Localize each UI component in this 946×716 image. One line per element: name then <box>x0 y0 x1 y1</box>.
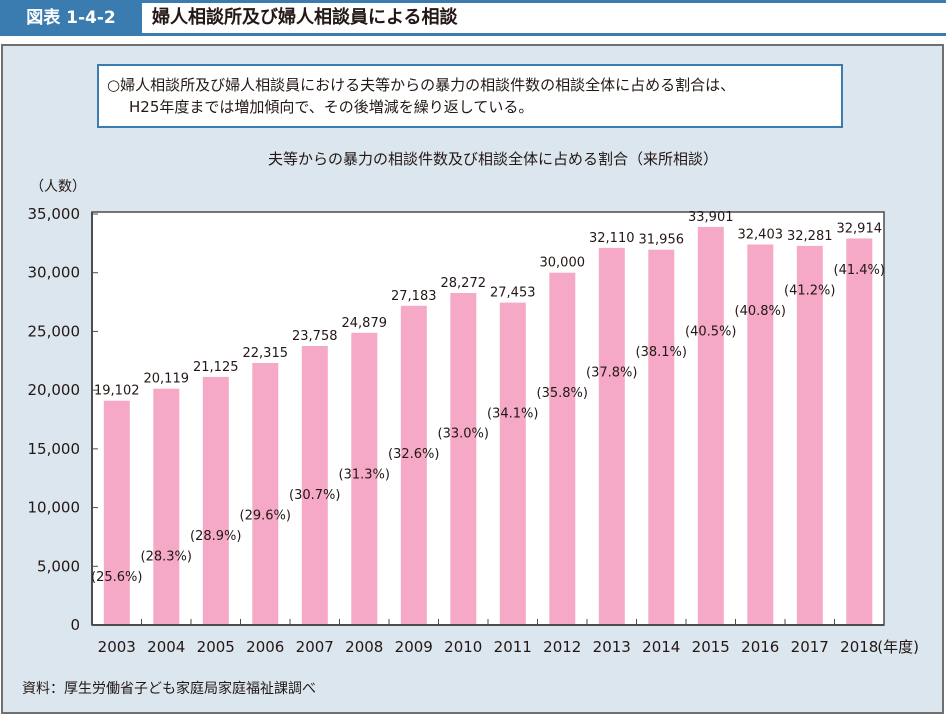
x-tick-label: 2015 <box>692 638 730 656</box>
bar-2007 <box>301 346 328 625</box>
y-tick-label: 10,000 <box>28 499 81 517</box>
source-note: 資料：厚生労働省子ども家庭局家庭福祉課調べ <box>22 681 316 697</box>
bar-value-label: 27,183 <box>391 289 437 304</box>
y-tick-label: 35,000 <box>28 205 81 223</box>
x-tick-label: 2011 <box>494 638 532 656</box>
bar-2006 <box>252 363 279 625</box>
x-axis-unit: (年度) <box>877 638 919 656</box>
x-tick-label: 2010 <box>444 638 482 656</box>
summary-box: ○婦人相談所及び婦人相談員における夫等からの暴力の相談件数の相談全体に占める割合… <box>97 64 843 128</box>
y-tick-label: 20,000 <box>28 381 81 399</box>
y-tick-label: 25,000 <box>28 322 81 340</box>
bar-2016 <box>747 244 774 625</box>
x-tick-label: 2017 <box>791 638 829 656</box>
x-tick-label: 2016 <box>741 638 779 656</box>
x-tick-label: 2008 <box>345 638 383 656</box>
y-tick-label: 30,000 <box>28 264 81 282</box>
bar-2014 <box>648 249 675 625</box>
bar-2011 <box>499 302 526 625</box>
x-tick-label: 2004 <box>147 638 185 656</box>
bar-2012 <box>549 272 576 625</box>
x-tick-label: 2005 <box>197 638 235 656</box>
bar-2009 <box>400 305 427 625</box>
bar-value-label: 32,403 <box>738 227 784 242</box>
percent-label: (33.0%) <box>438 427 489 442</box>
chart-title: 夫等からの暴力の相談件数及び相談全体に占める割合（来所相談） <box>267 150 718 168</box>
bar-value-label: 24,879 <box>342 316 388 331</box>
bar-value-label: 23,758 <box>292 329 338 344</box>
percent-label: (25.6%) <box>91 570 142 585</box>
summary-line-1: ○婦人相談所及び婦人相談員における夫等からの暴力の相談件数の相談全体に占める割合… <box>107 76 736 94</box>
x-tick-label: 2018 <box>840 638 878 656</box>
bar-2010 <box>450 293 477 625</box>
bar-value-label: 33,901 <box>688 210 734 225</box>
percent-label: (29.6%) <box>240 509 291 524</box>
x-tick-label: 2012 <box>543 638 581 656</box>
y-axis-label: （人数） <box>30 179 86 195</box>
percent-label: (30.7%) <box>289 488 340 503</box>
x-tick-label: 2007 <box>296 638 334 656</box>
percent-label: (41.2%) <box>784 283 835 298</box>
figure-label: 図表 1-4-2 <box>0 0 142 36</box>
percent-label: (34.1%) <box>487 406 538 421</box>
bar-2003 <box>103 400 130 625</box>
bar-value-label: 32,914 <box>837 221 883 236</box>
bar-value-label: 22,315 <box>243 346 289 361</box>
percent-label: (28.9%) <box>190 529 241 544</box>
header-border <box>0 0 946 36</box>
bar-2015 <box>697 226 724 625</box>
x-tick-label: 2014 <box>642 638 680 656</box>
figure-title: 婦人相談所及び婦人相談員による相談 <box>152 7 458 28</box>
bar-value-label: 21,125 <box>193 360 239 375</box>
percent-label: (41.4%) <box>834 263 885 278</box>
bar-2013 <box>598 247 625 625</box>
x-tick-label: 2003 <box>98 638 136 656</box>
bar-2005 <box>202 376 229 625</box>
percent-label: (40.5%) <box>685 324 736 339</box>
bar-2004 <box>153 388 180 625</box>
percent-label: (28.3%) <box>141 550 192 565</box>
percent-label: (32.6%) <box>388 447 439 462</box>
percent-label: (31.3%) <box>339 468 390 483</box>
x-tick-label: 2013 <box>593 638 631 656</box>
figure-header: 図表 1-4-2 婦人相談所及び婦人相談員による相談 <box>0 0 946 36</box>
x-tick-label: 2009 <box>395 638 433 656</box>
bar-value-label: 20,119 <box>144 372 190 387</box>
percent-label: (37.8%) <box>586 365 637 380</box>
y-tick-label: 0 <box>70 616 80 634</box>
percent-label: (40.8%) <box>735 304 786 319</box>
bar-value-label: 32,281 <box>787 229 833 244</box>
percent-label: (35.8%) <box>537 386 588 401</box>
percent-label: (38.1%) <box>636 345 687 360</box>
bar-value-label: 27,453 <box>490 286 536 301</box>
y-tick-label: 5,000 <box>37 557 80 575</box>
bar-value-label: 19,102 <box>94 384 140 399</box>
x-tick-label: 2006 <box>246 638 284 656</box>
bar-2008 <box>351 332 378 625</box>
bar-2018 <box>846 238 873 625</box>
bar-2017 <box>796 245 823 625</box>
bar-value-label: 30,000 <box>540 256 586 271</box>
bar-value-label: 28,272 <box>441 276 487 291</box>
summary-line-2: H25年度までは増加傾向で、その後増減を繰り返している。 <box>129 98 534 116</box>
bar-value-label: 32,110 <box>589 231 635 246</box>
bar-value-label: 31,956 <box>639 233 685 248</box>
y-tick-label: 15,000 <box>28 440 81 458</box>
